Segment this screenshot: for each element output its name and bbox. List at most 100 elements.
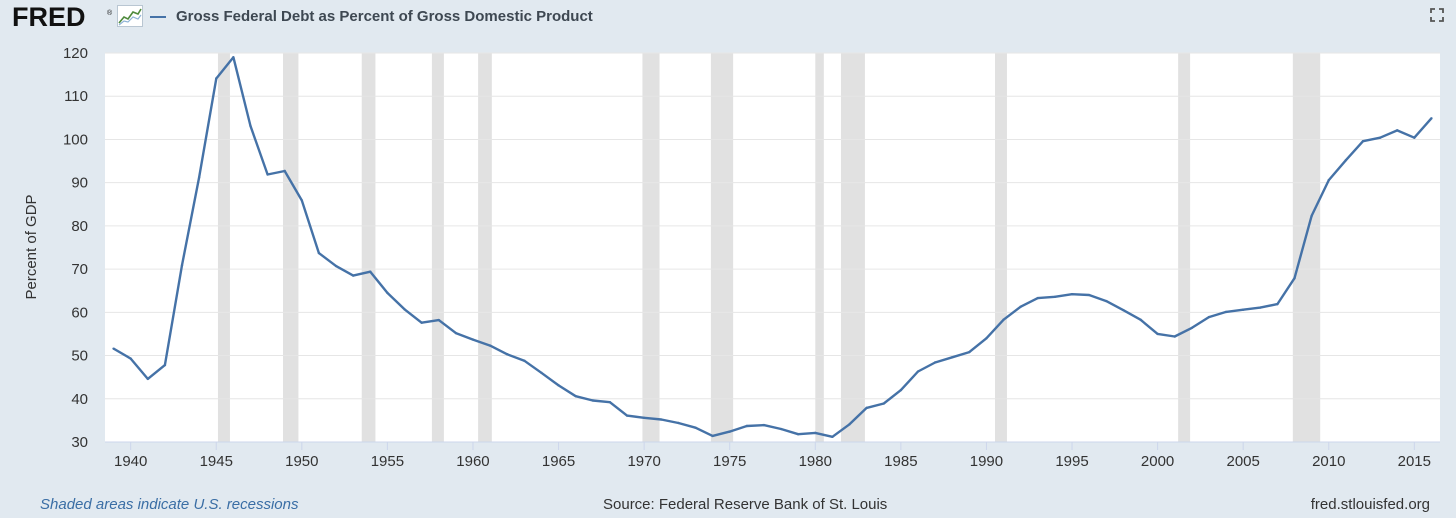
data-point[interactable] — [1053, 295, 1057, 298]
data-point[interactable] — [197, 176, 201, 179]
y-tick-label: 100 — [63, 131, 88, 148]
data-point[interactable] — [557, 384, 560, 387]
data-point[interactable] — [951, 356, 954, 359]
chart-area: 30 40 50 60 70 80 90 100 110 120 1940 1945 1950 1955… — [0, 36, 1456, 476]
data-point[interactable] — [180, 264, 184, 267]
y-tick-label: 60 — [71, 304, 88, 321]
data-point[interactable] — [540, 371, 543, 375]
data-point[interactable] — [249, 124, 252, 128]
data-point[interactable] — [1019, 305, 1022, 308]
data-point[interactable] — [848, 423, 851, 426]
data-point[interactable] — [1190, 326, 1194, 330]
data-point[interactable] — [814, 431, 817, 435]
data-point[interactable] — [437, 318, 440, 322]
data-point[interactable] — [608, 401, 612, 404]
data-point[interactable] — [215, 77, 218, 80]
data-point[interactable] — [369, 270, 372, 273]
data-point[interactable] — [112, 347, 115, 350]
data-point[interactable] — [1413, 136, 1416, 139]
data-point[interactable] — [642, 416, 646, 419]
data-point[interactable] — [694, 426, 697, 429]
data-point[interactable] — [1310, 214, 1313, 218]
data-point[interactable] — [796, 433, 800, 436]
data-point[interactable] — [523, 359, 526, 362]
data-point[interactable] — [1430, 117, 1433, 120]
series-title[interactable]: Gross Federal Debt as Percent of Gross D… — [176, 8, 593, 25]
data-point[interactable] — [711, 434, 714, 438]
expand-icon[interactable] — [1430, 8, 1444, 22]
data-point[interactable] — [1361, 139, 1365, 143]
data-point[interactable] — [762, 423, 766, 427]
data-point[interactable] — [1122, 308, 1125, 312]
data-point[interactable] — [300, 199, 304, 202]
data-point[interactable] — [779, 427, 783, 431]
data-point[interactable] — [1105, 299, 1108, 303]
gridlines — [105, 52, 1440, 443]
data-point[interactable] — [1224, 310, 1228, 314]
data-point[interactable] — [1378, 136, 1382, 139]
data-point[interactable] — [831, 435, 834, 439]
line-chart: 30 40 50 60 70 80 90 100 110 120 1940 1945 1950 1955… — [23, 45, 1440, 470]
data-point[interactable] — [317, 251, 321, 255]
recession-band — [815, 53, 824, 442]
data-point[interactable] — [471, 338, 475, 341]
data-point[interactable] — [146, 377, 149, 381]
data-point[interactable] — [454, 331, 458, 335]
data-point[interactable] — [677, 421, 680, 425]
data-point[interactable] — [266, 173, 269, 176]
data-point[interactable] — [1293, 276, 1296, 280]
data-point[interactable] — [1327, 178, 1330, 182]
x-tick-label: 2000 — [1141, 453, 1174, 470]
recession-band — [710, 53, 734, 442]
recession-shading — [217, 53, 1321, 442]
data-point[interactable] — [865, 406, 868, 410]
recession-band — [361, 53, 376, 442]
data-point[interactable] — [745, 424, 749, 428]
data-point[interactable] — [163, 363, 167, 367]
y-tick-label: 50 — [71, 348, 88, 365]
data-point[interactable] — [506, 353, 509, 356]
data-point[interactable] — [129, 357, 132, 360]
data-point[interactable] — [1259, 306, 1262, 309]
data-point[interactable] — [968, 350, 971, 354]
x-tick-label: 1970 — [627, 453, 660, 470]
fred-chart-mark-icon — [117, 5, 143, 27]
y-tick-label: 40 — [71, 391, 88, 408]
data-point[interactable] — [916, 370, 920, 373]
recession-note-link[interactable]: Shaded areas indicate U.S. recessions — [40, 496, 299, 513]
data-point[interactable] — [899, 388, 903, 392]
data-point[interactable] — [728, 430, 731, 433]
data-point[interactable] — [283, 169, 286, 173]
data-point[interactable] — [1087, 293, 1091, 297]
data-point[interactable] — [1070, 292, 1074, 296]
data-point[interactable] — [1156, 332, 1159, 336]
data-point[interactable] — [351, 274, 355, 277]
data-point[interactable] — [1002, 318, 1005, 321]
fred-logo[interactable]: FRED — [12, 2, 86, 32]
site-link[interactable]: fred.stlouisfed.org — [1310, 496, 1430, 513]
data-point[interactable] — [1344, 158, 1348, 162]
data-point[interactable] — [232, 56, 235, 59]
data-point[interactable] — [1207, 315, 1211, 319]
data-point[interactable] — [591, 399, 594, 402]
data-point[interactable] — [1139, 318, 1142, 321]
data-point[interactable] — [403, 308, 406, 311]
data-point[interactable] — [1036, 296, 1039, 300]
data-point[interactable] — [1396, 129, 1399, 132]
x-tick-label: 2010 — [1312, 453, 1345, 470]
data-point[interactable] — [933, 361, 937, 364]
data-point[interactable] — [660, 418, 663, 421]
x-tick-label: 1940 — [114, 453, 147, 470]
data-point[interactable] — [574, 394, 577, 398]
data-point[interactable] — [1173, 335, 1176, 338]
data-point[interactable] — [1276, 302, 1279, 306]
data-point[interactable] — [386, 291, 389, 295]
data-point[interactable] — [985, 337, 988, 340]
data-point[interactable] — [334, 264, 338, 268]
series-line[interactable] — [112, 56, 1433, 438]
data-point[interactable] — [420, 321, 423, 324]
data-point[interactable] — [488, 344, 492, 347]
data-point[interactable] — [625, 414, 629, 417]
data-point[interactable] — [1241, 308, 1245, 311]
data-point[interactable] — [882, 402, 885, 405]
